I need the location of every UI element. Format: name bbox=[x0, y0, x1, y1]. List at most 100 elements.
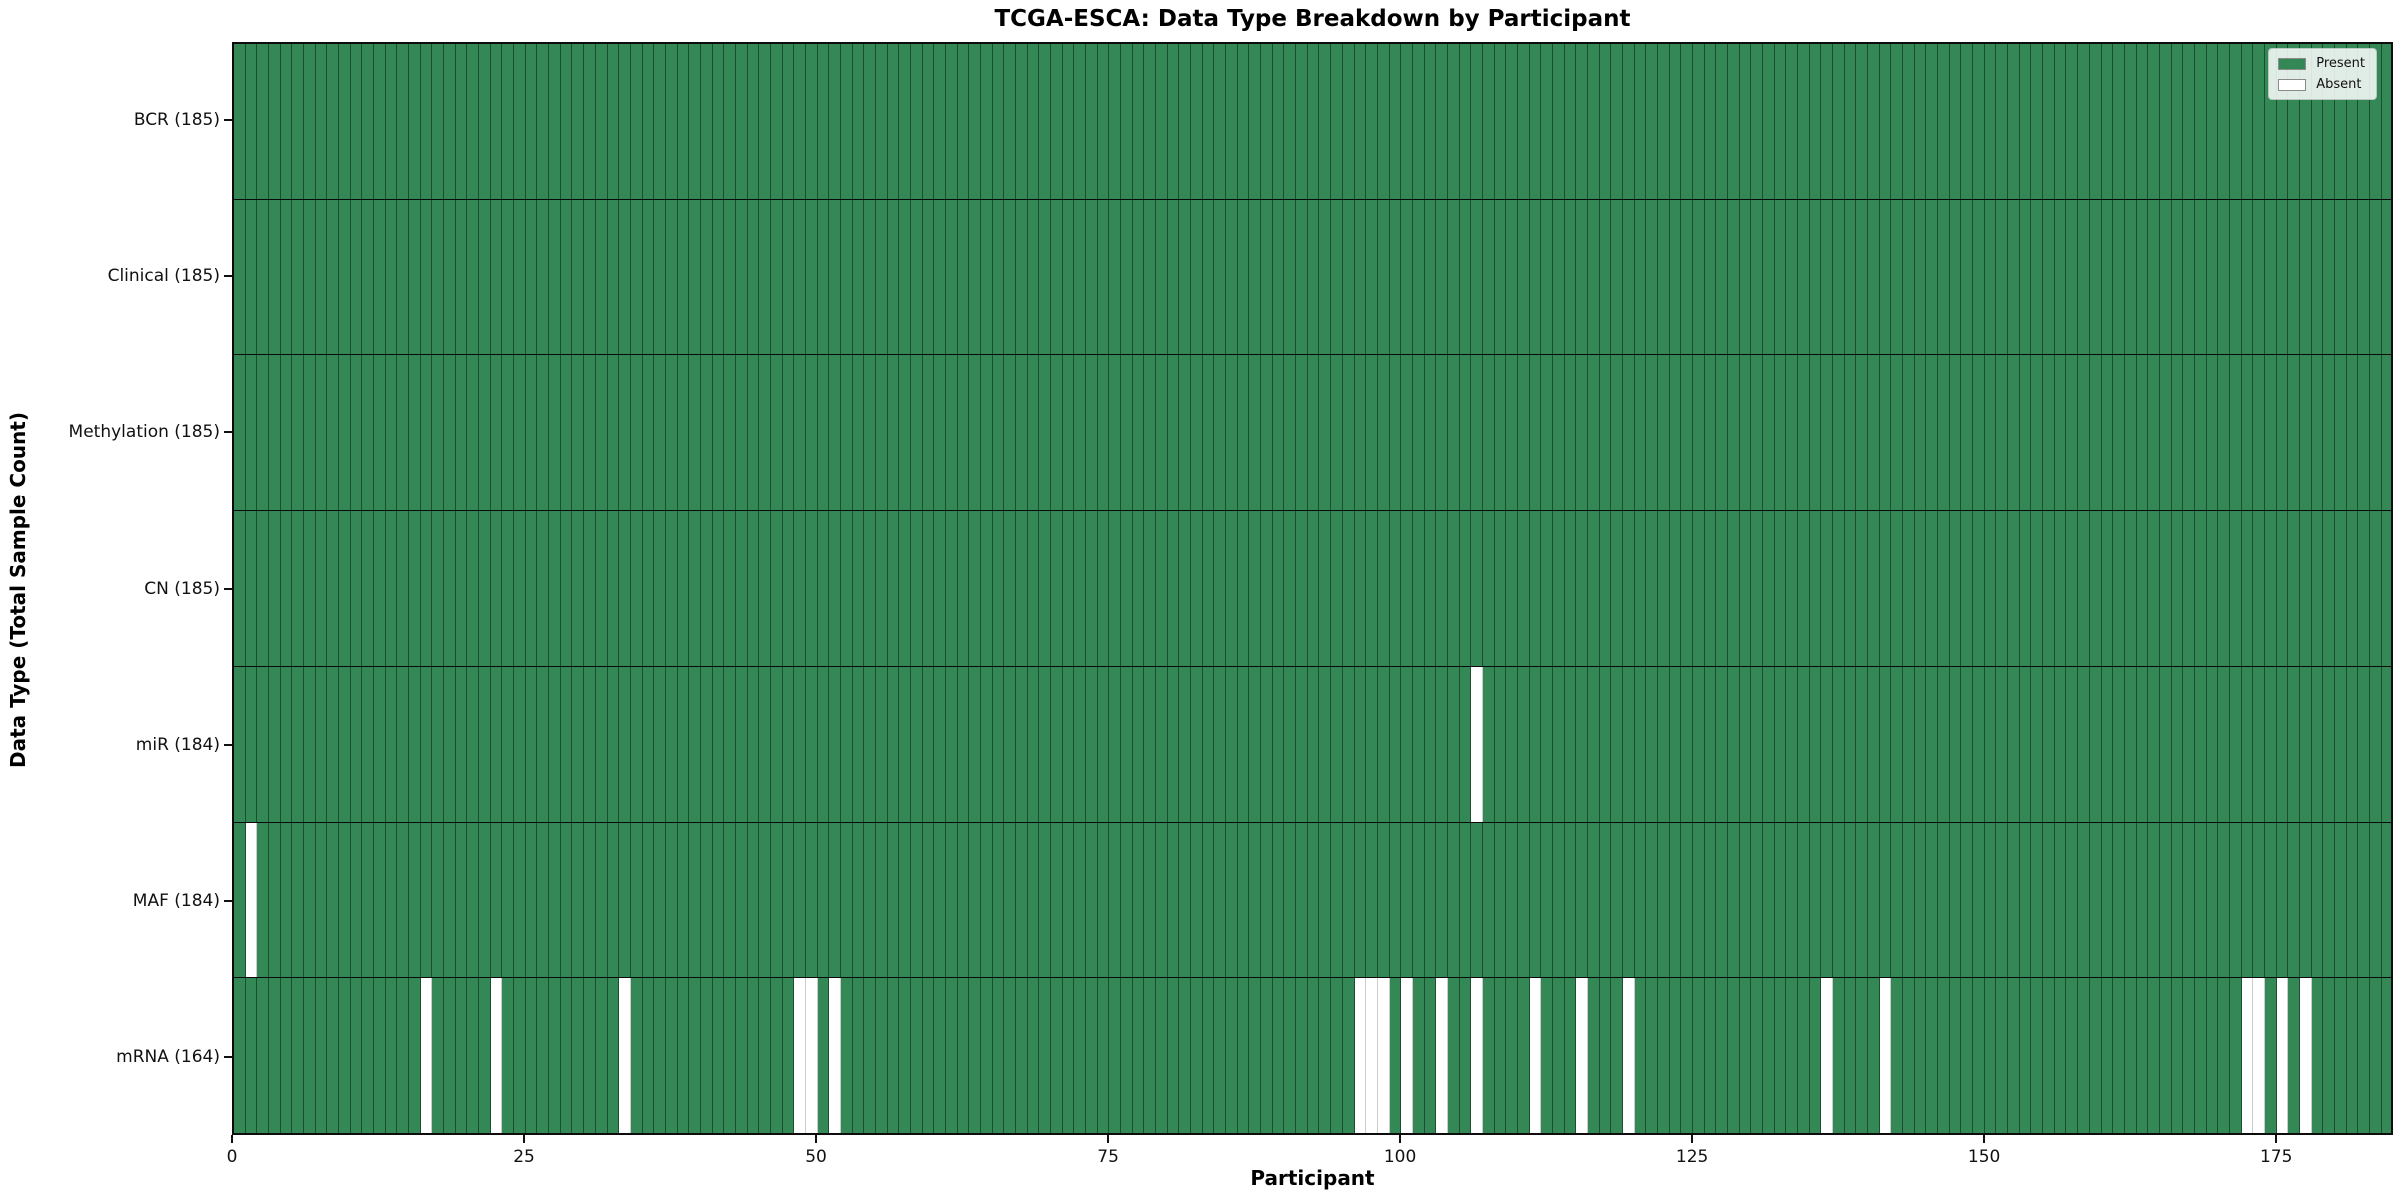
heatmap-cell bbox=[350, 511, 363, 666]
heatmap-cell bbox=[852, 44, 865, 199]
heatmap-cell bbox=[2019, 44, 2032, 199]
heatmap-cell bbox=[1494, 822, 1507, 978]
heatmap-cell bbox=[2031, 44, 2044, 199]
heatmap-cell bbox=[1506, 199, 1518, 355]
heatmap-cell bbox=[525, 355, 538, 511]
heatmap-cell bbox=[1903, 44, 1915, 199]
heatmap-cell bbox=[1844, 822, 1857, 978]
heatmap-cell bbox=[782, 355, 795, 511]
heatmap-cell bbox=[1004, 199, 1017, 355]
heatmap-cell bbox=[339, 822, 351, 978]
heatmap-cell bbox=[2159, 666, 2172, 822]
heatmap-cell bbox=[981, 44, 993, 199]
heatmap-cell bbox=[1681, 199, 1693, 355]
heatmap-cell bbox=[2311, 822, 2324, 978]
heatmap-cell bbox=[1027, 666, 1040, 822]
heatmap-row-maf bbox=[234, 822, 2391, 979]
heatmap-cell bbox=[549, 44, 561, 199]
heatmap-cell bbox=[1214, 978, 1227, 1134]
heatmap-cell bbox=[2299, 666, 2312, 822]
heatmap-cell bbox=[1389, 822, 1402, 978]
heatmap-cell bbox=[1856, 822, 1869, 978]
heatmap-cell bbox=[1331, 822, 1343, 978]
heatmap-cell bbox=[1459, 978, 1472, 1134]
heatmap-cell bbox=[2101, 355, 2114, 511]
heatmap-cell bbox=[1284, 199, 1297, 355]
heatmap-cell bbox=[409, 511, 421, 666]
heatmap-cell bbox=[1004, 666, 1017, 822]
heatmap-cell bbox=[2113, 199, 2125, 355]
heatmap-cell bbox=[2229, 355, 2242, 511]
heatmap-cell bbox=[689, 511, 701, 666]
heatmap-cell bbox=[957, 44, 970, 199]
legend-item-present: Present bbox=[2278, 56, 2365, 71]
heatmap-cell bbox=[1984, 44, 1997, 199]
heatmap-cell bbox=[2218, 44, 2230, 199]
heatmap-cell bbox=[2311, 666, 2324, 822]
heatmap-cell bbox=[1179, 44, 1192, 199]
heatmap-cell bbox=[1494, 199, 1507, 355]
heatmap-cell bbox=[992, 666, 1005, 822]
heatmap-cell bbox=[1692, 44, 1705, 199]
heatmap-row-mrna bbox=[234, 978, 2391, 1134]
heatmap-cell bbox=[712, 355, 725, 511]
heatmap-cell bbox=[852, 511, 865, 666]
heatmap-cell bbox=[1634, 44, 1647, 199]
heatmap-cell bbox=[1412, 822, 1425, 978]
heatmap-cell bbox=[2369, 511, 2382, 666]
heatmap-cell bbox=[1436, 355, 1448, 511]
x-tick-mark bbox=[2275, 1135, 2278, 1143]
heatmap-cell bbox=[2089, 822, 2102, 978]
heatmap-cell bbox=[829, 666, 841, 822]
heatmap-cell bbox=[2066, 355, 2079, 511]
heatmap-cell bbox=[327, 511, 340, 666]
heatmap-cell bbox=[665, 355, 678, 511]
heatmap-cell bbox=[665, 822, 678, 978]
heatmap-cell bbox=[1926, 44, 1939, 199]
heatmap-cell bbox=[1669, 511, 1682, 666]
heatmap-cell bbox=[1202, 822, 1215, 978]
heatmap-cell bbox=[2183, 511, 2195, 666]
heatmap-cell bbox=[537, 666, 550, 822]
heatmap-cell bbox=[467, 199, 480, 355]
heatmap-cell bbox=[1179, 978, 1192, 1134]
heatmap-cell bbox=[2194, 511, 2207, 666]
heatmap-cell bbox=[432, 822, 445, 978]
heatmap-cell bbox=[245, 666, 258, 822]
heatmap-cell bbox=[934, 199, 946, 355]
heatmap-cell bbox=[2136, 199, 2149, 355]
heatmap-cell bbox=[595, 44, 608, 199]
heatmap-cell bbox=[1307, 511, 1320, 666]
heatmap-cell bbox=[2323, 666, 2335, 822]
heatmap-cell bbox=[595, 978, 608, 1134]
heatmap-cell bbox=[2078, 822, 2090, 978]
heatmap-cell bbox=[455, 822, 468, 978]
heatmap-cell bbox=[1494, 44, 1507, 199]
heatmap-cell bbox=[2358, 44, 2370, 199]
heatmap-cell bbox=[1809, 666, 1822, 822]
heatmap-cell bbox=[2381, 199, 2391, 355]
heatmap-cell bbox=[1926, 822, 1939, 978]
heatmap-cell bbox=[1272, 666, 1285, 822]
heatmap-cell bbox=[1097, 511, 1110, 666]
heatmap-cell bbox=[525, 44, 538, 199]
heatmap-cell bbox=[1938, 44, 1950, 199]
heatmap-cell bbox=[1132, 666, 1145, 822]
heatmap-cell bbox=[759, 666, 771, 822]
heatmap-cell bbox=[2241, 978, 2254, 1134]
heatmap-cell bbox=[490, 511, 503, 666]
heatmap-cell bbox=[1167, 199, 1180, 355]
heatmap-cell bbox=[969, 199, 981, 355]
heatmap-cell bbox=[2334, 355, 2347, 511]
heatmap-cell bbox=[817, 44, 830, 199]
heatmap-cell bbox=[2054, 44, 2067, 199]
heatmap-cell bbox=[269, 666, 281, 822]
heatmap-cell bbox=[2136, 44, 2149, 199]
heatmap-cell bbox=[1191, 666, 1203, 822]
heatmap-cell bbox=[1086, 666, 1098, 822]
heatmap-cell bbox=[595, 199, 608, 355]
heatmap-cell bbox=[1692, 511, 1705, 666]
heatmap-cell bbox=[1214, 355, 1227, 511]
heatmap-cell bbox=[1459, 666, 1472, 822]
heatmap-cell bbox=[362, 355, 375, 511]
